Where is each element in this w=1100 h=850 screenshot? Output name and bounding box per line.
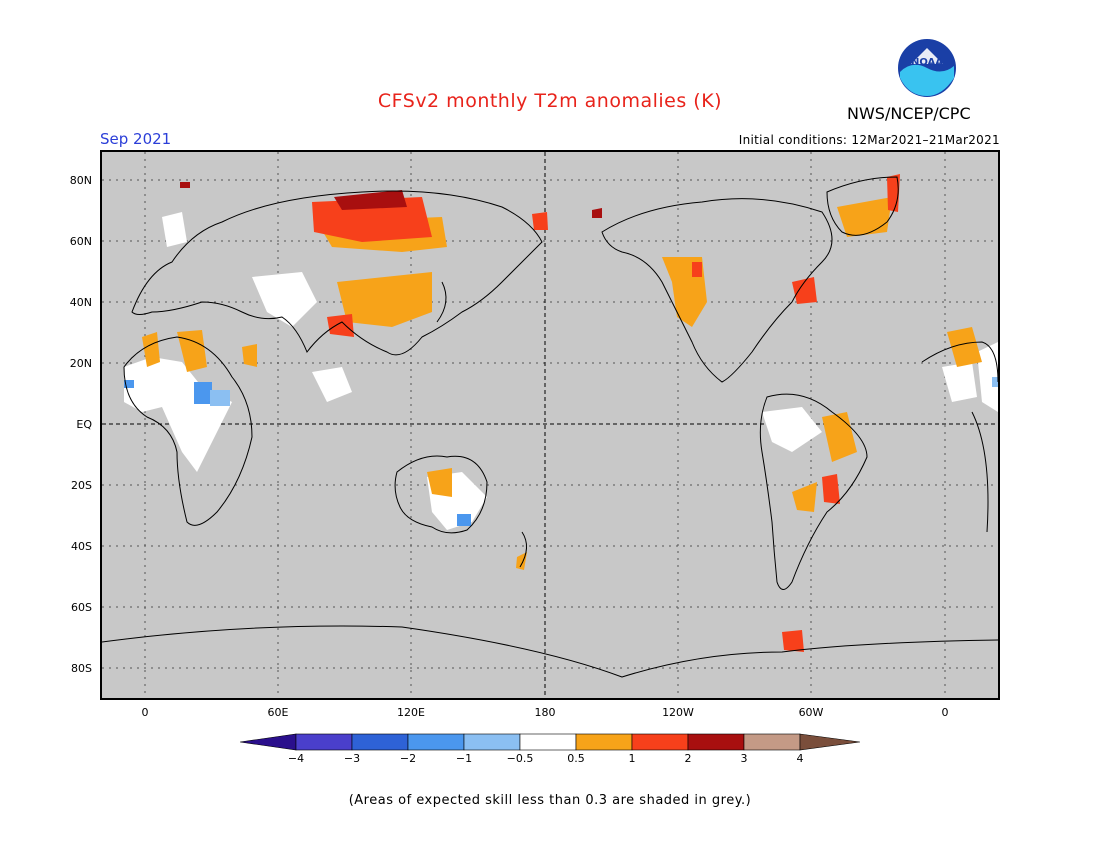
cold-anomaly-areas [124, 380, 471, 526]
colorbar-segment [463, 733, 521, 751]
lon-label: 0 [941, 706, 949, 719]
colorbar-tick: −3 [343, 752, 361, 765]
colorbar-segment [407, 733, 465, 751]
colorbar-tick: −2 [399, 752, 417, 765]
colorbar-tick: 3 [740, 752, 748, 765]
colorbar-segment [575, 733, 633, 751]
colorbar-tick: 2 [684, 752, 692, 765]
coastlines [102, 176, 998, 678]
graticule [102, 152, 998, 698]
initial-conditions: Initial conditions: 12Mar2021–21Mar2021 [738, 133, 1000, 147]
warm-anomaly-areas [142, 197, 982, 570]
lat-label: 20N [69, 357, 92, 370]
lat-label: 80S [71, 662, 92, 675]
colorbar-segment [631, 733, 689, 751]
lat-label: 60N [69, 235, 92, 248]
colorbar-segment [351, 733, 409, 751]
lat-label: 80N [69, 174, 92, 187]
lon-label: 120E [397, 706, 425, 719]
lon-label: 60E [267, 706, 289, 719]
lon-label: 0 [141, 706, 149, 719]
anomaly-map [100, 150, 1000, 700]
colorbar [239, 733, 861, 751]
colorbar-segment [743, 733, 801, 751]
slight-cold-areas [210, 377, 998, 406]
lat-label: 40N [69, 296, 92, 309]
colorbar-tick: 4 [796, 752, 804, 765]
colorbar-tick: −4 [287, 752, 305, 765]
colorbar-segment [519, 733, 577, 751]
near-normal-areas [124, 212, 998, 530]
chart-title: CFSv2 monthly T2m anomalies (K) [377, 90, 723, 112]
skill-note: (Areas of expected skill less than 0.3 a… [348, 793, 752, 808]
agency-label: NWS/NCEP/CPC [847, 104, 971, 123]
lat-label: 20S [71, 479, 92, 492]
lon-label: 120W [662, 706, 694, 719]
lat-label: EQ [76, 418, 92, 431]
colorbar-tick: −0.5 [506, 752, 534, 765]
colorbar-segment [687, 733, 745, 751]
colorbar-segment [799, 733, 861, 751]
lon-label: 60W [798, 706, 824, 719]
forecast-month: Sep 2021 [100, 130, 172, 148]
colorbar-segment [239, 733, 297, 751]
very-strong-warm-areas [180, 182, 602, 218]
map-svg [102, 152, 998, 698]
colorbar-segment [295, 733, 353, 751]
lon-label: 180 [534, 706, 556, 719]
colorbar-tick: 0.5 [567, 752, 585, 765]
noaa-logo: NOAA [897, 38, 957, 98]
lat-label: 60S [71, 601, 92, 614]
colorbar-tick: 1 [628, 752, 636, 765]
colorbar-tick: −1 [455, 752, 473, 765]
noaa-logo-text: NOAA [911, 57, 943, 68]
lat-label: 40S [71, 540, 92, 553]
